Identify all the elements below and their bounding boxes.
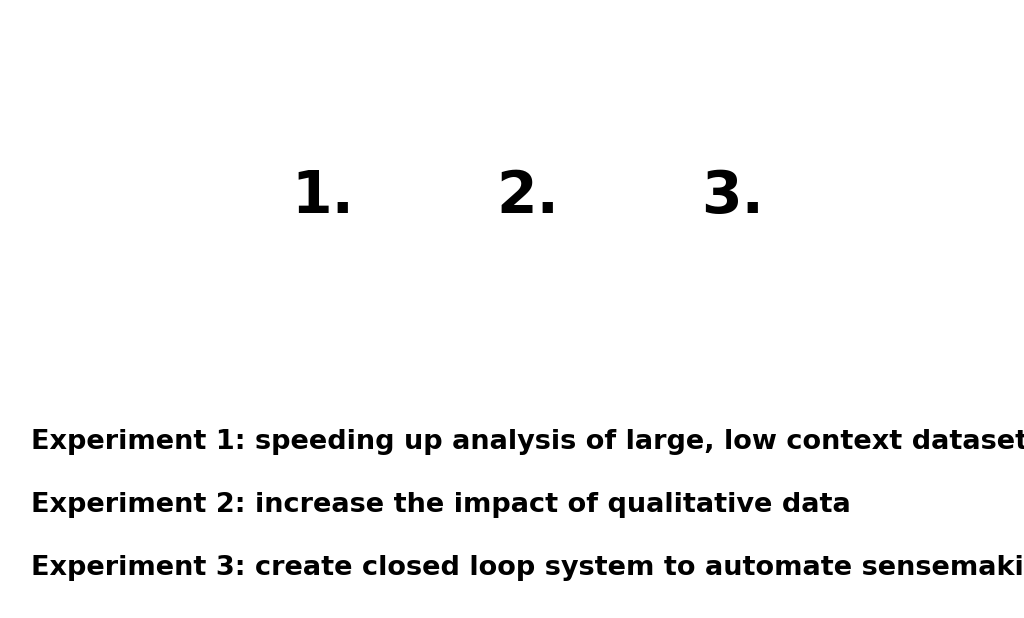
Text: Experiment 2: increase the impact of qualitative data: Experiment 2: increase the impact of qua…: [31, 492, 851, 519]
Text: Experiment 1: speeding up analysis of large, low context datasets: Experiment 1: speeding up analysis of la…: [31, 429, 1024, 455]
Ellipse shape: [220, 32, 425, 361]
Text: SENSEMAKING: SENSEMAKING: [971, 77, 999, 316]
Ellipse shape: [630, 32, 835, 361]
Text: Experiment 3: create closed loop system to automate sensemaking: Experiment 3: create closed loop system …: [31, 556, 1024, 582]
Text: 1.: 1.: [291, 167, 354, 225]
Text: ANALYSING: ANALYSING: [35, 104, 63, 289]
Ellipse shape: [425, 32, 630, 361]
Text: 2.: 2.: [496, 167, 559, 225]
Text: 3.: 3.: [700, 167, 764, 225]
